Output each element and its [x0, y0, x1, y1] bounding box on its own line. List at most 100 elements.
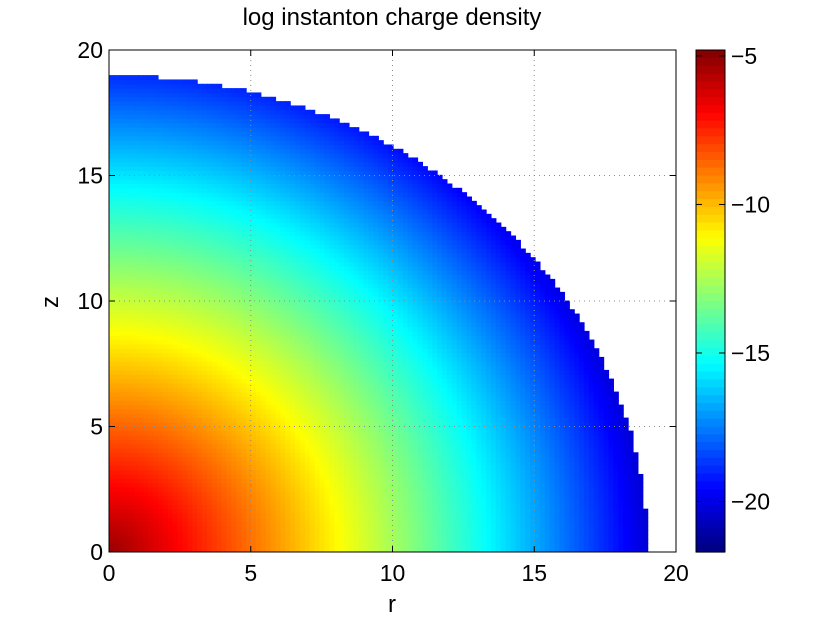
- heatmap-cell: [251, 547, 257, 552]
- heatmap-cell: [123, 183, 130, 189]
- heatmap-cell: [309, 421, 316, 427]
- heatmap-cell: [309, 144, 316, 150]
- heatmap-cell: [216, 534, 223, 540]
- heatmap-cell: [177, 114, 184, 120]
- heatmap-cell: [270, 179, 277, 185]
- heatmap-cell: [255, 218, 262, 224]
- heatmap-cell: [143, 469, 149, 475]
- heatmap-cell: [211, 309, 218, 315]
- heatmap-cell: [118, 309, 125, 315]
- heatmap-cell: [177, 426, 184, 432]
- heatmap-cell: [138, 547, 144, 552]
- heatmap-cell: [290, 439, 296, 445]
- heatmap-cell: [290, 330, 296, 336]
- heatmap-cell: [133, 235, 139, 241]
- heatmap-cell: [182, 248, 188, 254]
- heatmap-cell: [251, 495, 257, 501]
- heatmap-cell: [153, 261, 159, 267]
- heatmap-cell: [231, 313, 237, 319]
- heatmap-cell: [182, 222, 188, 228]
- heatmap-cell: [211, 153, 218, 159]
- heatmap-cell: [206, 443, 213, 449]
- heatmap-cell: [128, 161, 135, 167]
- heatmap-cell: [319, 326, 326, 332]
- heatmap-cell: [206, 430, 213, 436]
- heatmap-cell: [231, 166, 237, 172]
- heatmap-cell: [128, 192, 135, 198]
- heatmap-cell: [167, 144, 174, 150]
- heatmap-cell: [123, 265, 130, 271]
- heatmap-cell: [109, 118, 115, 124]
- heatmap-cell: [138, 478, 144, 484]
- heatmap-cell: [157, 330, 164, 336]
- heatmap-cell: [109, 452, 115, 458]
- heatmap-cell: [167, 135, 174, 141]
- heatmap-cell: [314, 174, 321, 180]
- heatmap-cell: [231, 222, 237, 228]
- heatmap-cell: [255, 226, 262, 232]
- heatmap-cell: [285, 322, 291, 328]
- heatmap-cell: [197, 465, 203, 471]
- heatmap-cell: [216, 174, 223, 180]
- heatmap-cell: [216, 469, 223, 475]
- heatmap-cell: [118, 205, 125, 211]
- heatmap-cell: [319, 378, 326, 384]
- heatmap-cell: [246, 391, 252, 397]
- heatmap-cell: [314, 378, 321, 384]
- heatmap-cell: [192, 300, 198, 306]
- heatmap-cell: [211, 525, 218, 531]
- heatmap-cell: [123, 343, 130, 349]
- heatmap-cell: [314, 235, 321, 241]
- heatmap-cell: [270, 343, 277, 349]
- heatmap-cell: [172, 166, 179, 172]
- heatmap-cell: [109, 382, 115, 388]
- heatmap-cell: [275, 339, 281, 345]
- heatmap-cell: [133, 118, 139, 124]
- heatmap-cell: [334, 361, 340, 367]
- heatmap-cell: [221, 200, 228, 206]
- heatmap-cell: [197, 361, 203, 367]
- heatmap-cell: [285, 226, 291, 232]
- heatmap-cell: [280, 257, 286, 263]
- heatmap-cell: [143, 478, 149, 484]
- heatmap-cell: [280, 222, 286, 228]
- heatmap-cell: [197, 452, 203, 458]
- heatmap-cell: [324, 317, 330, 323]
- heatmap-cell: [182, 434, 188, 440]
- heatmap-cell: [118, 300, 125, 306]
- heatmap-cell: [329, 352, 335, 358]
- heatmap-cell: [275, 187, 281, 193]
- heatmap-cell: [128, 339, 135, 345]
- heatmap-cell: [275, 296, 281, 302]
- heatmap-cell: [295, 530, 301, 536]
- heatmap-cell: [231, 387, 237, 393]
- heatmap-cell: [109, 465, 115, 471]
- heatmap-cell: [206, 317, 213, 323]
- heatmap-cell: [128, 543, 135, 549]
- heatmap-cell: [290, 404, 296, 410]
- heatmap-cell: [251, 530, 257, 536]
- heatmap-cell: [241, 508, 247, 514]
- heatmap-cell: [251, 278, 257, 284]
- heatmap-cell: [280, 478, 286, 484]
- heatmap-cell: [280, 473, 286, 479]
- heatmap-cell: [202, 244, 208, 250]
- heatmap-cell: [241, 361, 247, 367]
- heatmap-cell: [157, 257, 164, 263]
- heatmap-cell: [133, 447, 139, 453]
- heatmap-cell: [216, 508, 223, 514]
- heatmap-cell: [128, 265, 135, 271]
- heatmap-cell: [187, 421, 193, 427]
- heatmap-cell: [202, 443, 208, 449]
- heatmap-cell: [329, 387, 335, 393]
- heatmap-cell: [221, 491, 228, 497]
- heatmap-cell: [128, 452, 135, 458]
- heatmap-cell: [153, 278, 159, 284]
- heatmap-cell: [319, 153, 326, 159]
- heatmap-cell: [216, 400, 223, 406]
- heatmap-cell: [109, 257, 115, 263]
- heatmap-cell: [133, 439, 139, 445]
- heatmap-cell: [314, 530, 321, 536]
- heatmap-cell: [157, 491, 164, 497]
- heatmap-cell: [329, 144, 335, 150]
